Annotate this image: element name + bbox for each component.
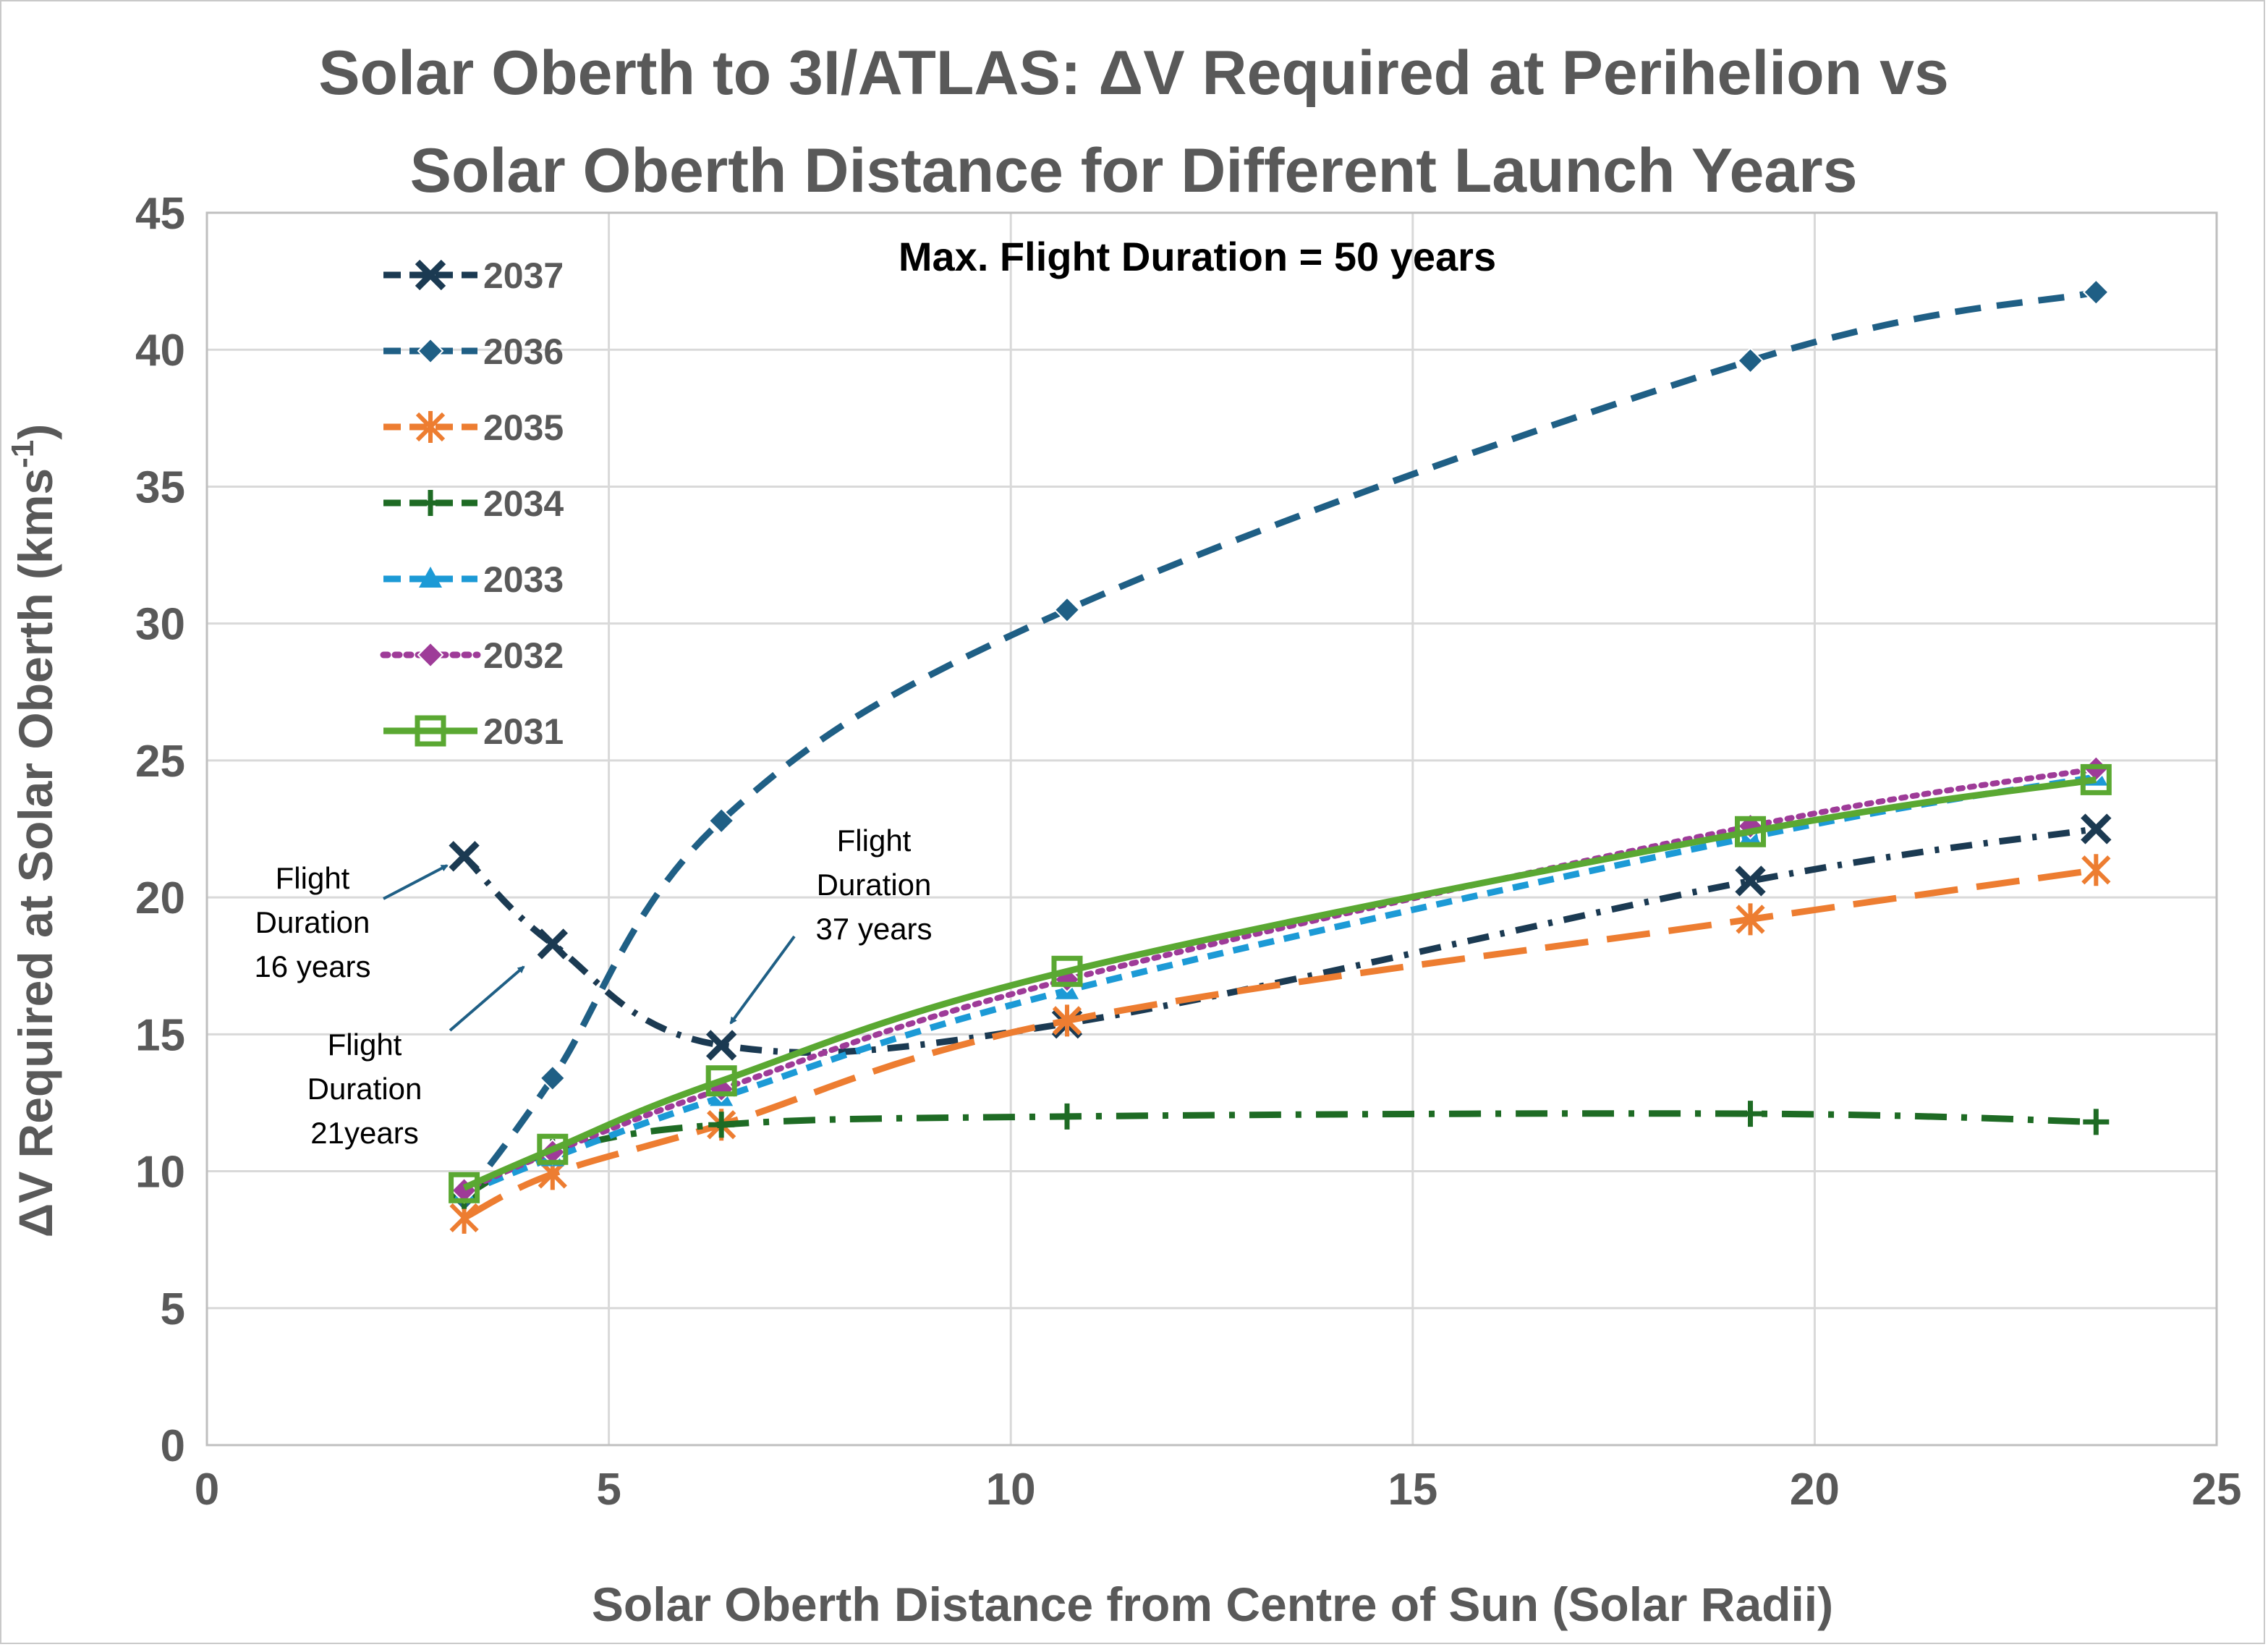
legend-label: 2037 (483, 255, 564, 296)
chart-title-line-2: Solar Oberth Distance for Different Laun… (410, 136, 1858, 206)
data-point-2035 (1736, 903, 1765, 936)
x-tick-label: 25 (2192, 1465, 2242, 1515)
annotation-1: Flight Duration 16 years (254, 861, 449, 983)
y-axis-ticks: 0 5 10 15 20 25 30 35 40 45 (135, 189, 185, 1471)
data-point-2031 (2080, 763, 2112, 795)
data-point-2036 (1053, 596, 1081, 624)
data-point-2034 (1737, 1101, 1764, 1127)
legend-item-2032: 2032 (380, 635, 564, 676)
annotation-arrow (729, 935, 796, 1025)
y-axis-label-main: ΔV Required at Solar Oberth (kms (9, 468, 62, 1237)
legend-marker (415, 411, 446, 443)
annotation-text: Flight (276, 861, 350, 895)
y-tick-label: 25 (135, 737, 185, 787)
y-axis-label-end: ) (9, 424, 62, 440)
data-point-2031 (1051, 955, 1083, 987)
chart-title-line-1: Solar Oberth to 3I/ATLAS: ΔV Required at… (318, 38, 1949, 108)
legend-marker (417, 490, 443, 516)
legend-label: 2031 (483, 711, 564, 752)
legend-label: 2033 (483, 559, 564, 600)
legend-item-2034: 2034 (383, 483, 564, 524)
data-point-2035 (2081, 854, 2111, 886)
legend-marker (417, 337, 444, 365)
data-point-2037 (2081, 813, 2112, 844)
data-point-2031 (705, 1065, 737, 1097)
annotation-2: Flight Duration 21years (307, 965, 525, 1150)
annotation-text: Duration (817, 868, 932, 902)
data-point-2034 (1053, 1103, 1080, 1130)
data-point-2031 (537, 1133, 569, 1165)
annotation-text: 21years (310, 1116, 418, 1150)
annotation-text: Duration (255, 905, 370, 939)
annotation-text: Flight (328, 1028, 402, 1062)
series-line-2037 (462, 826, 2097, 1056)
y-tick-label: 45 (135, 189, 185, 239)
data-point-2037 (705, 1030, 737, 1061)
y-axis-label-superscript: -1 (5, 440, 41, 468)
data-point-2031 (1735, 816, 1767, 847)
legend-item-2037: 2037 (383, 255, 564, 296)
annotations: Flight Duration 16 years Flight Duration 21ye… (254, 824, 932, 1150)
y-tick-label: 5 (161, 1284, 185, 1334)
data-point-2036 (539, 1064, 566, 1092)
legend-label: 2036 (483, 331, 564, 372)
x-tick-label: 15 (1388, 1465, 1437, 1515)
grid-lines (207, 213, 2217, 1445)
y-tick-label: 30 (135, 600, 185, 650)
chart-subtitle: Max. Flight Duration = 50 years (899, 234, 1496, 279)
annotation-text: Flight (837, 824, 912, 858)
series-line-2031 (462, 776, 2097, 1191)
legend-item-2036: 2036 (383, 331, 564, 372)
series-2031 (449, 763, 2112, 1203)
series-2034 (451, 1101, 2110, 1209)
x-tick-label: 5 (596, 1465, 621, 1515)
series-line-2036 (461, 289, 2097, 1201)
annotation-arrow (449, 965, 525, 1032)
data-point-2036 (1737, 347, 1764, 374)
annotation-arrow (383, 864, 449, 900)
legend-item-2031: 2031 (383, 711, 564, 752)
data-point-2034 (2083, 1109, 2110, 1135)
y-tick-label: 10 (135, 1148, 185, 1198)
data-point-2035 (1052, 1004, 1082, 1037)
legend: 2037 2036 2035 2034 2033 2032 2031 (380, 255, 564, 752)
x-axis-label: Solar Oberth Distance from Centre of Sun… (592, 1578, 1833, 1631)
legend-marker (415, 259, 446, 291)
data-point-2034 (708, 1112, 735, 1138)
legend-item-2035: 2035 (383, 407, 564, 448)
y-tick-label: 35 (135, 462, 185, 512)
annotation-text: 16 years (254, 949, 370, 983)
data-point-2036 (2082, 279, 2110, 306)
x-axis-ticks: 0 5 10 15 20 25 (195, 1465, 2242, 1515)
annotation-3: Flight Duration 37 years (729, 824, 933, 1025)
y-tick-label: 40 (135, 326, 185, 376)
y-tick-label: 0 (161, 1421, 185, 1471)
y-tick-label: 20 (135, 873, 185, 923)
x-tick-label: 10 (986, 1465, 1036, 1515)
data-point-2037 (537, 928, 568, 960)
legend-marker (417, 641, 444, 669)
data-point-2037 (449, 841, 480, 872)
plot-area-border (205, 211, 2218, 1447)
y-tick-label: 15 (135, 1010, 185, 1060)
x-tick-label: 0 (195, 1465, 219, 1515)
data-point-2031 (449, 1172, 480, 1203)
data-point-2036 (708, 807, 735, 834)
annotation-text: Duration (307, 1072, 422, 1106)
y-axis-label: ΔV Required at Solar Oberth (kms-1) (5, 424, 62, 1237)
annotation-text: 37 years (815, 912, 932, 946)
legend-label: 2032 (483, 635, 564, 676)
legend-marker (415, 715, 446, 747)
legend-label: 2034 (483, 483, 564, 524)
x-tick-label: 20 (1790, 1465, 1840, 1515)
legend-label: 2035 (483, 407, 564, 448)
series-2036 (451, 279, 2110, 1212)
series-layer (449, 279, 2112, 1234)
data-point-2037 (1735, 865, 1766, 897)
series-2037 (449, 813, 2112, 1061)
legend-item-2033: 2033 (383, 559, 564, 600)
legend-marker (419, 567, 442, 588)
